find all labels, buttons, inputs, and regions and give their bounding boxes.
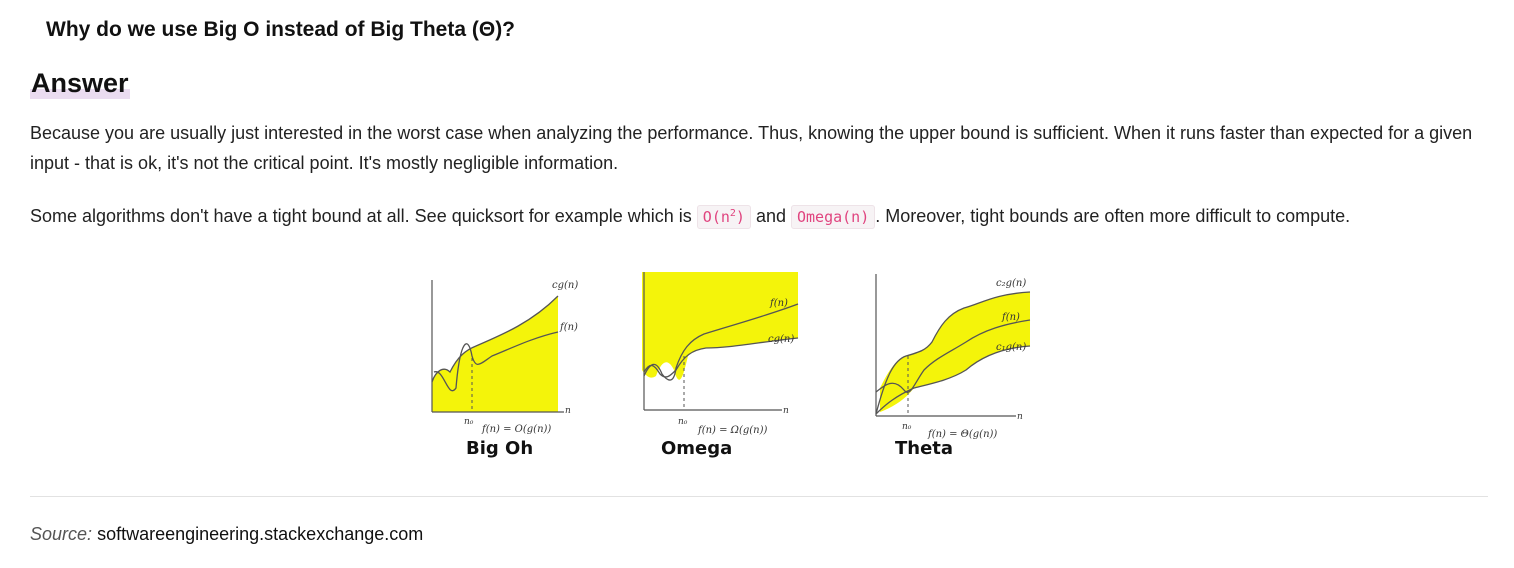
paragraph-2-text-middle: and: [750, 206, 791, 226]
big-oh-upper-curve: [431, 295, 559, 383]
theta-graph: c₂g(n) f(n) c₁g(n) n n₀ f(n) = Θ(g(n)): [875, 274, 1031, 440]
source-text: softwareengineering.stackexchange.com: [97, 524, 424, 544]
theta-n0-label: n₀: [902, 422, 912, 432]
omega-figure: f(n) cg(n) n n₀ f(n) = Ω(g(n)): [640, 272, 805, 440]
paragraph-2-text-after: . Moreover, tight bounds are often more …: [875, 206, 1351, 226]
divider: [30, 496, 1488, 497]
omega-caption: Omega: [661, 438, 733, 459]
theta-upper-label: c₂g(n): [996, 278, 1026, 289]
code-quicksort-worst-end: ): [735, 208, 745, 226]
theta-middle-label: f(n): [1001, 312, 1020, 323]
big-oh-axis-label: n: [565, 406, 571, 416]
answer-paragraph-2: Some algorithms don't have a tight bound…: [30, 199, 1490, 232]
omega-formula: f(n) = Ω(g(n)): [697, 425, 768, 436]
theta-lower-label: c₁g(n): [996, 342, 1026, 353]
question-title: Why do we use Big O instead of Big Theta…: [46, 18, 516, 41]
theta-caption: Theta: [895, 438, 954, 459]
theta-upper-curve: [875, 291, 1031, 415]
theta-middle-curve: [875, 319, 1031, 393]
answer-paragraph-1: Because you are usually just interested …: [30, 123, 1473, 173]
big-oh-formula: f(n) = O(g(n)): [481, 424, 551, 435]
theta-lower-curve: [875, 345, 1031, 415]
big-oh-n0-label: n₀: [464, 417, 474, 427]
omega-upper-label: f(n): [769, 298, 788, 309]
big-oh-caption: Big Oh: [466, 438, 534, 459]
omega-n0-label: n₀: [678, 417, 688, 427]
big-oh-graph: cg(n) f(n) n n₀ f(n) = O(g(n)): [431, 280, 578, 435]
code-quicksort-worst-exponent: 2: [729, 208, 736, 219]
source-line: Source: softwareengineering.stackexchang…: [30, 524, 423, 545]
omega-graph: f(n) cg(n) n n₀ f(n) = Ω(g(n)): [642, 272, 799, 436]
omega-lower-label: cg(n): [768, 334, 794, 345]
omega-upper-curve: [643, 303, 799, 381]
code-quicksort-worst: O(n2): [696, 205, 751, 229]
omega-shaded-region: [642, 272, 798, 380]
big-oh-figure: cg(n) f(n) n n₀ f(n) = O(g(n)): [422, 272, 587, 440]
theta-formula: f(n) = Θ(g(n)): [927, 429, 997, 440]
code-quicksort-best: Omega(n): [791, 205, 876, 229]
theta-figure: c₂g(n) f(n) c₁g(n) n n₀ f(n) = Θ(g(n)): [870, 272, 1040, 440]
answer-heading: Answer: [30, 68, 130, 99]
source-label: Source:: [30, 524, 93, 544]
big-oh-lower-label: f(n): [559, 322, 578, 333]
code-quicksort-worst-base: O(n: [702, 208, 730, 226]
omega-axis-label: n: [783, 406, 789, 416]
omega-lower-curve: [643, 337, 799, 378]
big-oh-shaded-region: [432, 296, 558, 412]
theta-shaded-region: [880, 292, 1030, 412]
big-oh-lower-curve: [433, 331, 559, 392]
theta-axis-label: n: [1017, 412, 1023, 422]
paragraph-2-text-before: Some algorithms don't have a tight bound…: [30, 206, 697, 226]
big-oh-upper-label: cg(n): [552, 280, 578, 291]
